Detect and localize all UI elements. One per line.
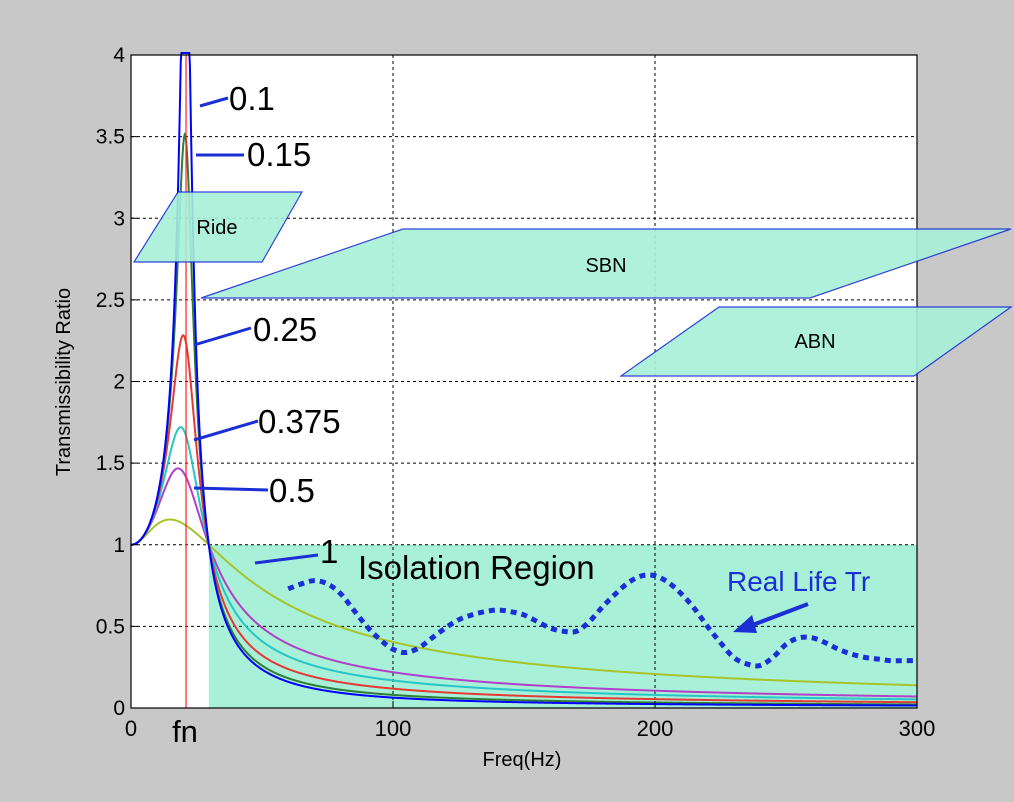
x-tick-label: 300 — [899, 716, 936, 741]
series-curve-0-25 — [130, 334, 918, 704]
series-label-0-5: 0.5 — [269, 472, 315, 509]
series-label-0-15: 0.15 — [247, 136, 311, 173]
abn-region-label: ABN — [794, 331, 835, 353]
ride-region — [132, 191, 304, 263]
real-life-curve — [287, 572, 917, 669]
x-tick-label: 0 — [125, 716, 137, 741]
isolation-region-label: Isolation Region — [358, 549, 595, 586]
y-tick-label: 3.5 — [96, 126, 125, 149]
series-curve-0-1 — [130, 52, 918, 707]
series-label-1: 1 — [320, 533, 338, 570]
abn-region — [619, 306, 1013, 377]
series-curves — [130, 52, 918, 707]
real-life-arrowhead — [733, 615, 757, 633]
real-life-label: Real Life Tr — [727, 566, 870, 597]
y-tick-label: 4 — [113, 44, 125, 67]
y-tick-label: 2.5 — [96, 289, 125, 312]
leader-1 — [254, 553, 319, 565]
x-tick-label: 100 — [375, 716, 412, 741]
y-tick-label: 1.5 — [96, 452, 125, 475]
ride-region-label: Ride — [196, 217, 237, 239]
x-tick-label: 200 — [637, 716, 674, 741]
y-tick-label: 1 — [113, 534, 125, 557]
series-label-0-1: 0.1 — [229, 80, 275, 117]
y-tick-label: 2 — [113, 371, 125, 394]
leader-0-25 — [193, 326, 252, 347]
grid — [131, 55, 917, 708]
y-tick-label: 3 — [113, 207, 125, 230]
y-axis-label: Transmissibility Ratio — [53, 288, 75, 476]
series-curve-1 — [130, 518, 918, 687]
sbn-region — [200, 228, 1012, 299]
series-curve-0-5 — [130, 467, 918, 698]
leader-0-375 — [193, 419, 259, 442]
series-label-0-375: 0.375 — [258, 403, 341, 440]
series-curve-0-375 — [130, 426, 918, 701]
real-life-arrow-shaft — [749, 602, 809, 628]
sbn-region-label: SBN — [585, 255, 626, 277]
leader-0-5 — [193, 486, 269, 492]
y-tick-label: 0 — [113, 697, 125, 720]
leader-0-1 — [199, 96, 229, 108]
series-curve-0-15 — [130, 132, 917, 706]
x-axis-label: Freq(Hz) — [483, 749, 562, 771]
fn-label: fn — [172, 714, 198, 749]
series-label-0-25: 0.25 — [253, 311, 317, 348]
y-tick-label: 0.5 — [96, 615, 125, 638]
